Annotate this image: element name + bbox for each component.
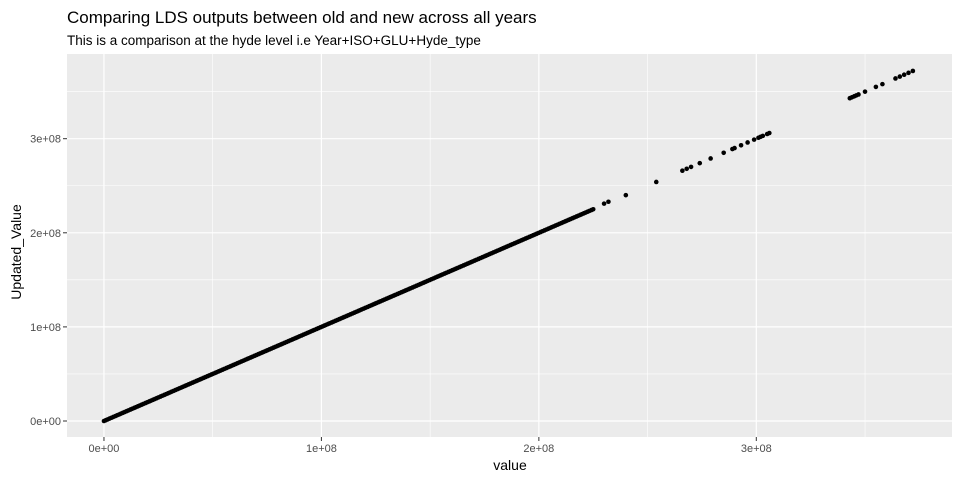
- data-point: [856, 92, 861, 97]
- major-gridlines: [67, 54, 952, 437]
- data-point: [751, 137, 757, 142]
- chart-subtitle: This is a comparison at the hyde level i…: [67, 33, 481, 48]
- data-point: [738, 142, 744, 148]
- data-point: [862, 89, 868, 94]
- y-axis-title: Updated_Value: [8, 204, 24, 300]
- data-point: [606, 199, 611, 205]
- data-points: [101, 68, 916, 424]
- data-point: [910, 68, 916, 74]
- minor-gridlines: [67, 54, 952, 437]
- x-tick-label: 1e+08: [306, 443, 337, 455]
- data-point: [684, 166, 690, 172]
- x-tick-label: 3e+08: [741, 443, 772, 455]
- y-tick-label: 1e+08: [30, 322, 61, 334]
- data-point: [873, 84, 879, 90]
- data-point: [893, 76, 898, 81]
- x-axis-title: value: [493, 457, 527, 473]
- data-point: [745, 140, 750, 145]
- y-tick-label: 0e+00: [30, 416, 61, 428]
- data-point: [623, 192, 629, 198]
- data-point: [767, 130, 772, 136]
- data-point: [601, 201, 607, 206]
- data-point: [906, 70, 911, 76]
- x-axis: 0e+00 1e+08 2e+08 3e+08: [89, 437, 772, 455]
- y-tick-label: 2e+08: [30, 228, 61, 240]
- y-axis: 0e+00 1e+08 2e+08 3e+08: [30, 134, 67, 428]
- x-tick-label: 2e+08: [523, 443, 554, 455]
- data-point: [721, 150, 726, 156]
- data-point: [897, 74, 903, 79]
- y-tick-label: 3e+08: [30, 134, 61, 146]
- chart-title: Comparing LDS outputs between old and ne…: [67, 8, 537, 27]
- data-point: [653, 179, 659, 185]
- data-point: [732, 145, 737, 151]
- x-tick-label: 0e+00: [89, 443, 120, 455]
- data-point: [697, 160, 703, 166]
- data-point: [708, 156, 713, 161]
- data-point: [688, 164, 694, 170]
- data-point: [760, 133, 766, 139]
- data-point: [590, 206, 596, 212]
- data-point: [901, 72, 907, 78]
- data-point: [880, 81, 885, 87]
- data-point: [680, 168, 685, 173]
